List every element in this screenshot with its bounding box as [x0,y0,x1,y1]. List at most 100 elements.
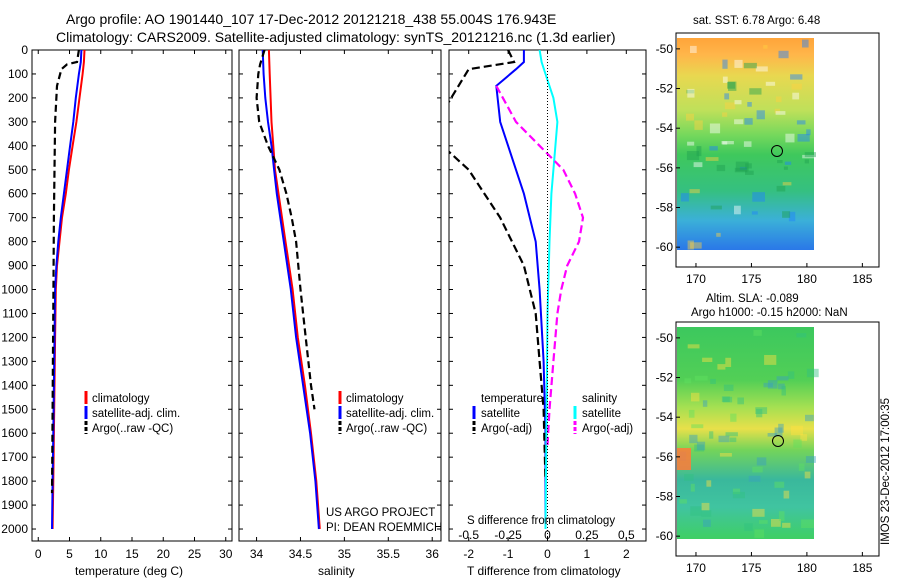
map-texture-cell [782,211,791,218]
map-texture-cell [796,333,807,338]
map-texture-cell [734,205,741,215]
map-x-tick-label: 185 [852,561,872,575]
x-tick-label: 35.5 [377,547,401,561]
map-texture-cell [774,108,780,114]
map-texture-cell [796,120,806,125]
depth-tick-label: 1400 [1,378,28,392]
x-tick-label: 34 [250,547,264,561]
sla-map-subtitle: Argo h1000: -0.15 h2000: NaN [691,307,848,319]
map-texture-cell [739,166,747,170]
legend-climatology: climatology [346,393,404,405]
map-texture-cell [730,413,737,422]
map-texture-cell [744,523,753,531]
x-tick-label: -1 [503,547,514,561]
map-texture-cell [743,62,757,69]
map-texture-cell [778,511,785,521]
map-texture-cell [806,368,819,378]
map-texture-cell [805,414,814,422]
map-texture-cell [804,471,811,479]
depth-tick-label: 2000 [1,522,28,536]
map-y-tick-label: -54 [656,121,674,135]
legend-climatology: climatology [92,393,150,405]
depth-tick-label: 1000 [1,283,28,297]
map-texture-cell [686,151,700,161]
map-texture-cell [703,519,711,527]
map-texture-cell [783,166,788,170]
x-tick-label: -2 [463,547,474,561]
map-texture-cell [763,382,773,388]
map-texture-cell [778,50,789,59]
map-texture-cell [771,519,781,527]
depth-tick-label: 1700 [1,450,28,464]
figure-title-line2: Climatology: CARS2009. Satellite-adjuste… [56,29,616,45]
pi-annotation: PI: DEAN ROEMMICH [326,522,442,534]
difference-legend: temperature satellite Argo(-adj) salinit… [472,393,633,435]
map-texture-cell [754,529,765,538]
map-texture-cell [694,444,705,452]
map-texture-cell [782,522,791,528]
x-tick-label: 15 [125,547,139,561]
x-tick-label: 0 [35,547,42,561]
salinity-ticks: 34 34.5 35 35.5 36 [250,50,439,561]
map-texture-cell [755,407,768,414]
map-texture-cell [722,112,728,117]
salinity-legend: climatology satellite-adj. clim. Argo(..… [338,391,434,435]
map-texture-cell [785,133,795,143]
map-texture-cell [709,123,721,134]
map-y-tick-label: -50 [656,42,674,56]
map-y-tick-label: -60 [656,240,674,254]
temperature-ticks: 0 5 10 15 20 25 30 [35,50,233,561]
series-line-salinity-satellite [538,50,559,530]
difference-series [449,50,585,530]
map-y-tick-label: -50 [656,331,674,345]
map-texture-cell [775,96,782,103]
map-texture-cell [702,400,708,407]
series-line-temperature-satellite [495,50,547,529]
salinity-difference-ticks: -0.5 -0.25 0 0.25 0.5 [458,528,635,542]
map-texture-cell [718,435,730,443]
map-texture-cell [723,384,734,391]
depth-tick-label: 0 [21,43,28,57]
map-texture-cell [791,83,802,90]
map-texture-cell [687,88,695,98]
legend-salinity-heading: salinity [582,393,617,405]
map-texture-cell [793,439,802,448]
map-texture-cell [767,433,778,437]
sla-high-anomaly-patch [677,448,691,470]
series-line-climatology [267,50,321,530]
map-texture-cell [753,329,762,336]
map-texture-cell [687,344,700,349]
map-texture-cell [693,162,703,168]
map-texture-cell [721,396,730,402]
map-texture-cell [684,378,692,384]
series-line-climatology [51,50,86,530]
map-texture-cell [688,409,695,418]
x2-tick-label: 0.5 [618,528,635,542]
map-texture-cell [778,383,785,390]
map-texture-cell [690,506,702,516]
depth-tick-label: 1800 [1,474,28,488]
sla-argo-location-marker [772,435,784,447]
map-texture-cell [716,164,726,172]
depth-tick-label: 1900 [1,498,28,512]
legend-sal-satellite: satellite [582,408,621,420]
map-x-tick-label: 180 [797,561,817,575]
map-texture-cell [734,100,742,105]
map-texture-cell [743,141,752,147]
map-texture-cell [686,89,695,94]
series-line-satellite-adj-clim- [261,50,320,530]
map-texture-cell [788,211,796,222]
map-texture-cell [725,432,738,437]
salinity-xlabel: salinity [318,564,355,578]
map-texture-cell [694,120,703,130]
map-texture-cell [728,81,737,91]
map-texture-cell [734,119,744,125]
map-texture-cell [702,357,713,362]
series-line-temperature-argo-adj- [449,50,547,482]
salinity-series [255,50,321,530]
map-texture-cell [749,88,762,95]
map-texture-cell [706,480,712,487]
x-tick-label: 34.5 [289,547,313,561]
map-texture-cell [806,129,811,136]
